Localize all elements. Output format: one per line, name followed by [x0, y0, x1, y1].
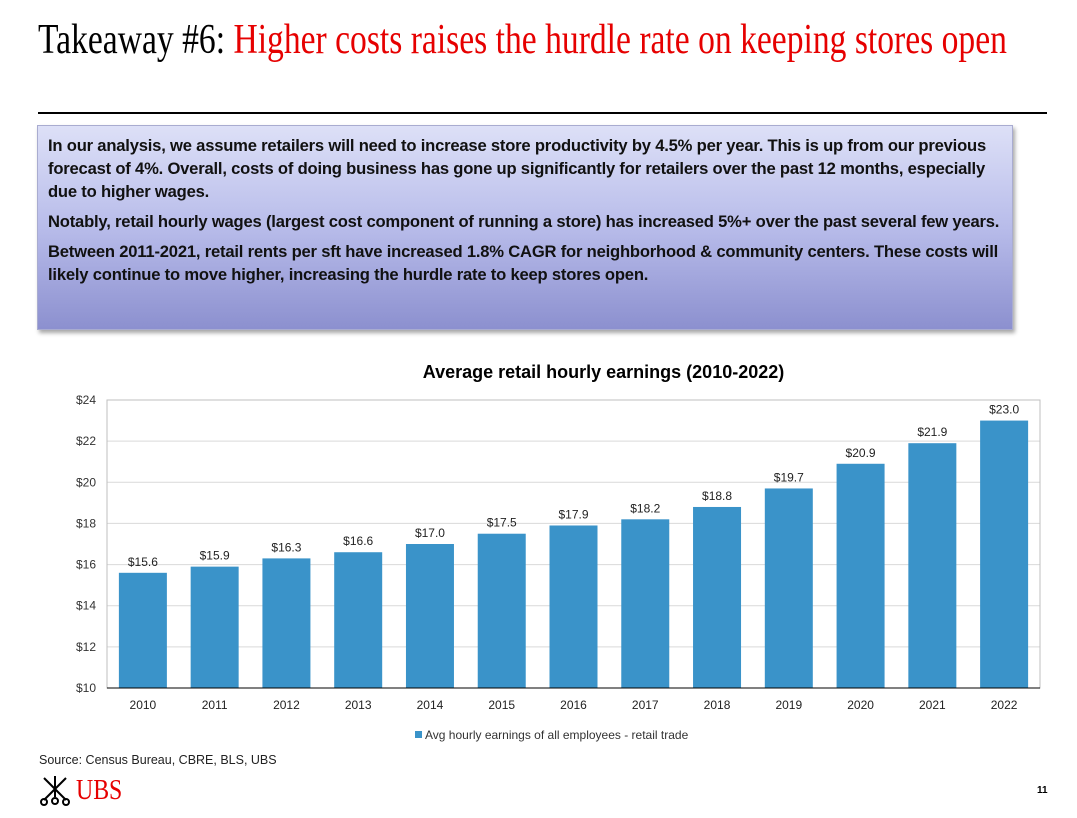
x-tick-label: 2014	[417, 698, 444, 712]
x-tick-label: 2013	[345, 698, 372, 712]
data-label: $16.3	[271, 540, 301, 554]
data-label: $17.9	[558, 507, 588, 521]
x-tick-label: 2011	[202, 698, 228, 712]
bar-2016	[549, 525, 598, 688]
bar-2018	[693, 506, 742, 688]
bar-2013	[334, 552, 383, 688]
data-label: $19.7	[774, 470, 804, 484]
summary-paragraph: In our analysis, we assume retailers wil…	[48, 136, 986, 201]
y-tick-label: $16	[76, 558, 96, 572]
summary-box: In our analysis, we assume retailers wil…	[37, 125, 1013, 330]
x-tick-label: 2020	[847, 698, 874, 712]
y-tick-label: $10	[76, 681, 96, 695]
bar-2020	[836, 463, 885, 688]
y-tick-label: $24	[76, 393, 96, 407]
data-label: $15.9	[200, 549, 230, 563]
x-tick-label: 2015	[488, 698, 515, 712]
x-tick-label: 2018	[704, 698, 731, 712]
source-note: Source: Census Bureau, CBRE, BLS, UBS	[39, 753, 277, 767]
summary-paragraph: Notably, retail hourly wages (largest co…	[48, 212, 1000, 231]
bar-2017	[621, 519, 670, 688]
y-tick-label: $14	[76, 599, 96, 613]
legend-swatch	[415, 731, 422, 738]
x-tick-label: 2021	[919, 698, 946, 712]
legend-label: Avg hourly earnings of all employees - r…	[425, 728, 689, 742]
data-label: $17.0	[415, 526, 445, 540]
y-tick-label: $18	[76, 516, 96, 530]
x-tick-label: 2019	[775, 698, 802, 712]
bar-2010	[118, 572, 167, 688]
x-tick-label: 2016	[560, 698, 587, 712]
data-label: $17.5	[487, 516, 517, 530]
data-label: $18.2	[630, 501, 660, 515]
data-label: $15.6	[128, 555, 158, 569]
bar-2011	[190, 566, 239, 688]
x-tick-label: 2022	[991, 698, 1018, 712]
chart-title: Average retail hourly earnings (2010-202…	[423, 362, 785, 382]
y-tick-label: $20	[76, 475, 96, 489]
data-label: $18.8	[702, 489, 732, 503]
keys-icon	[40, 776, 70, 806]
page-number: 11	[1037, 785, 1048, 796]
title-lead: Takeaway #6:	[38, 17, 234, 63]
title-highlight: Higher costs raises the hurdle rate on k…	[233, 17, 1007, 63]
x-tick-label: 2012	[273, 698, 300, 712]
ubs-logo: UBS	[38, 775, 130, 807]
y-tick-label: $22	[76, 434, 96, 448]
bar-2019	[764, 488, 813, 688]
logo-text: UBS	[76, 775, 123, 806]
summary-paragraph: Between 2011-2021, retail rents per sft …	[48, 242, 999, 284]
slide-title: Takeaway #6: Higher costs raises the hur…	[38, 17, 1038, 63]
bar-2022	[980, 420, 1029, 688]
bar-2014	[405, 544, 454, 688]
x-tick-label: 2017	[632, 698, 659, 712]
data-label: $23.0	[989, 403, 1019, 417]
data-label: $20.9	[846, 446, 876, 460]
data-label: $16.6	[343, 534, 373, 548]
y-tick-label: $12	[76, 640, 96, 654]
bar-2015	[477, 533, 526, 688]
x-tick-label: 2010	[130, 698, 157, 712]
title-divider	[38, 112, 1047, 114]
data-label: $21.9	[917, 425, 947, 439]
bar-2021	[908, 443, 957, 688]
bar-2012	[262, 558, 311, 688]
